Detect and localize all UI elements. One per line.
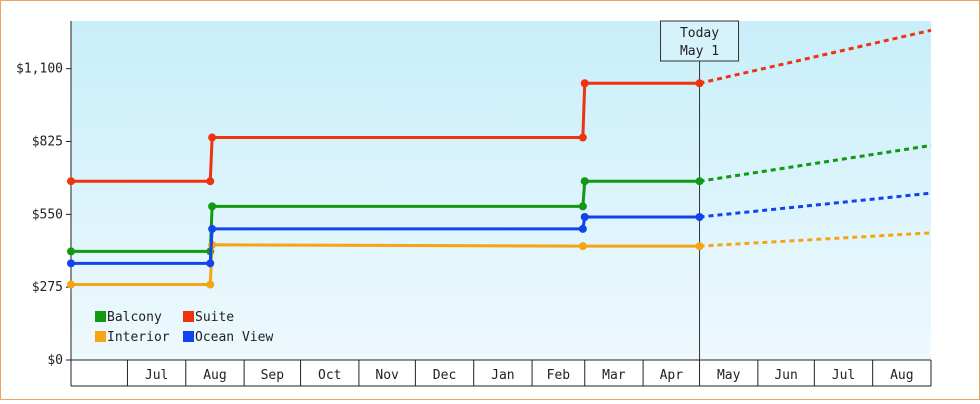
legend-swatch [183,331,194,342]
series-point-ocean-view [208,224,217,233]
series-point-suite [578,133,587,142]
today-label-title: Today [680,26,719,41]
series-line-suite [71,81,700,183]
x-tick-label: Sep [261,368,285,383]
x-tick-label: Jul [145,368,168,383]
plot-background [71,21,931,360]
series-projection-suite [699,28,932,85]
x-tick-label: Mar [602,368,626,383]
series-point-suite [67,177,75,186]
series-point-interior [206,280,215,289]
legend-swatch [95,331,106,342]
series-projection-balcony [699,143,932,183]
series-point-interior [695,242,704,251]
series-point-balcony [578,202,587,211]
legend-label: Balcony [107,310,162,325]
series-point-suite [208,133,217,142]
series-point-suite [695,79,704,88]
series-line-balcony [71,179,700,253]
series-line-ocean-view [71,215,700,265]
x-tick-label: Aug [890,368,913,383]
series-point-interior [67,280,75,289]
legend: Balcony Suite Interior Ocean View [95,310,273,345]
series-point-suite [206,177,215,186]
y-tick-label: $550 [32,207,63,222]
y-tick-label: $0 [47,353,63,368]
series-projection-interior [699,231,932,248]
x-axis: Jul Aug Sep Oct Nov Dec Jan Feb Mar Apr May Jun Jul A… [71,359,932,387]
series-suite [67,28,932,186]
series-point-ocean-view [578,224,587,233]
legend-swatch [95,311,106,322]
x-tick-label: Dec [433,368,456,383]
series-point-balcony [208,202,217,211]
x-tick-label: Jul [832,368,855,383]
x-tick-label: Aug [203,368,226,383]
x-tick-label: Jan [491,368,514,383]
x-tick-label: Oct [318,368,341,383]
x-tick-label: Feb [547,368,571,383]
y-axis: $0 $275 $550 $825 $1,100 [16,21,72,386]
legend-swatch [183,311,194,322]
series-point-ocean-view [206,259,215,268]
x-tick-label: Nov [375,368,399,383]
series-point-suite [580,79,589,88]
series-point-balcony [67,247,75,256]
today-marker: Today May 1 [660,20,740,360]
series-point-ocean-view [67,259,75,268]
series-layer [67,28,932,289]
x-tick-label: Apr [660,368,684,383]
series-projection-ocean-view [699,191,932,219]
series-point-balcony [695,177,704,186]
legend-label: Interior [107,330,170,345]
y-tick-label: $275 [32,280,63,295]
y-tick-label: $1,100 [16,62,63,77]
series-point-ocean-view [580,212,589,221]
y-tick-label: $825 [32,135,63,150]
x-tick-label: Jun [774,368,797,383]
series-point-ocean-view [695,212,704,221]
today-label-date: May 1 [680,44,719,59]
series-point-interior [578,242,587,251]
x-tick-label: May [717,368,741,383]
series-ocean-view [67,191,932,268]
legend-label: Ocean View [195,330,273,345]
legend-label: Suite [195,310,234,325]
series-point-balcony [580,177,589,186]
today-label-box [660,20,740,62]
